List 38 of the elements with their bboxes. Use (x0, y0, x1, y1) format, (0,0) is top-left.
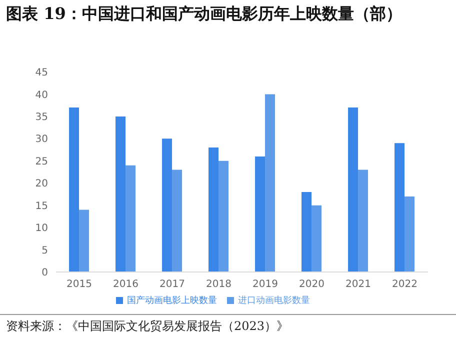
x-tick-label: 2020 (299, 279, 324, 290)
bar (218, 160, 229, 272)
y-tick-label: 25 (35, 156, 48, 168)
x-tick-label: 2018 (206, 279, 232, 290)
y-tick-label: 45 (35, 68, 48, 79)
text: 资料来源：《中国国际文化贸易发展报告（2023）》 (6, 318, 289, 335)
bar (116, 116, 126, 272)
legend-label: 国产动画电影上映数量 (127, 296, 217, 306)
bar (172, 170, 182, 272)
y-tick-label: 30 (35, 134, 48, 146)
bar (312, 205, 322, 272)
x-tick-label: 2019 (252, 279, 278, 290)
bar (394, 143, 405, 272)
x-tick-label: 2015 (66, 279, 92, 290)
bar (208, 148, 219, 272)
x-tick-label: 2022 (392, 279, 418, 290)
bar (358, 170, 368, 272)
bar (348, 108, 358, 272)
y-tick-label: 35 (35, 112, 48, 123)
x-tick-label: 2016 (113, 279, 138, 290)
bar (69, 108, 80, 272)
bar (265, 94, 276, 272)
chart-title: 图表 19：中国进口和国产动画电影历年上映数量（部） (6, 3, 403, 25)
bar (126, 165, 136, 272)
y-tick-label: 20 (35, 178, 48, 190)
y-tick-label: 15 (35, 200, 48, 212)
y-tick-label: 40 (35, 90, 48, 101)
bar (162, 138, 172, 272)
bar (255, 156, 266, 272)
y-tick-label: 0 (42, 268, 48, 279)
bar (79, 210, 90, 272)
y-tick-label: 10 (35, 223, 48, 234)
bar (302, 192, 312, 272)
x-tick-label: 2021 (346, 279, 371, 290)
x-tick-label: 2017 (160, 279, 185, 290)
legend-label: 进口动画电影数量 (238, 296, 310, 306)
y-tick-label: 5 (42, 245, 48, 256)
bar (404, 196, 415, 272)
